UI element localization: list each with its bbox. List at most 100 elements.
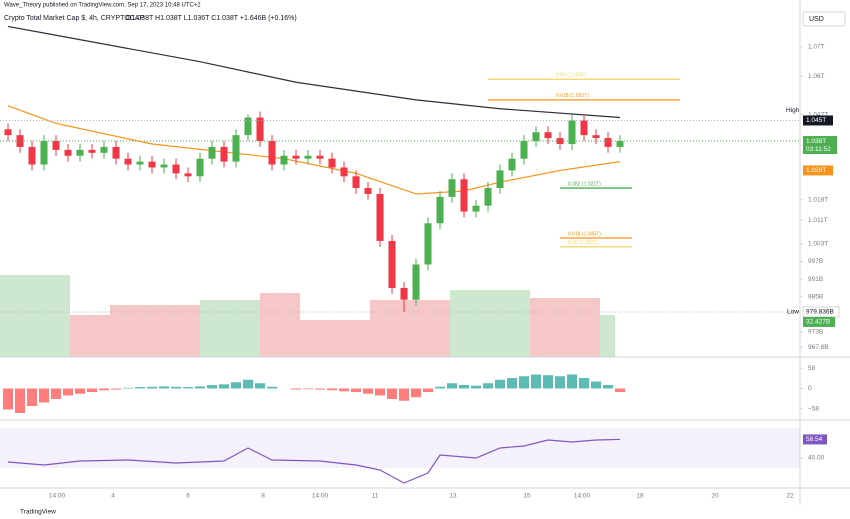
candle-body xyxy=(232,135,240,162)
countdown: 03:11:52 xyxy=(806,146,831,153)
macd-bar xyxy=(123,387,133,389)
cloud-shading xyxy=(0,275,615,357)
candle-body xyxy=(520,141,528,159)
rsi-band xyxy=(0,428,800,468)
macd-bar xyxy=(519,376,529,389)
candle-body xyxy=(184,173,192,177)
macd-bar xyxy=(315,388,325,390)
x-tick-label: 22 xyxy=(786,493,794,500)
cloud xyxy=(600,315,615,357)
candle-body xyxy=(448,179,456,197)
candle-body xyxy=(352,176,360,189)
macd-bar xyxy=(87,388,97,392)
fib-label: 0.65 (1.002T) xyxy=(568,240,598,246)
macd-bar xyxy=(39,388,49,403)
x-tick-label: 13 xyxy=(449,493,457,500)
candle-body xyxy=(328,158,336,168)
volume-badge xyxy=(803,316,835,327)
macd-bar xyxy=(591,381,601,389)
candle-body xyxy=(244,117,252,136)
macd-bar xyxy=(555,376,565,389)
high-badge xyxy=(803,115,833,126)
candle-body xyxy=(388,240,396,288)
y-tick-label: 997B xyxy=(808,258,823,265)
macd-bar xyxy=(291,388,301,390)
candle-body xyxy=(532,132,540,142)
ma-badge xyxy=(803,165,833,176)
cloud xyxy=(300,320,370,357)
candle-body xyxy=(472,205,480,212)
macd-bar xyxy=(99,388,109,391)
macd-bar xyxy=(423,388,433,392)
candle-body xyxy=(484,188,492,206)
macd-bar xyxy=(219,384,229,389)
macd-bar xyxy=(75,388,85,394)
low-value: 979.836B xyxy=(806,309,834,316)
macd-tick-label: 0 xyxy=(808,385,812,392)
macd-bar xyxy=(459,385,469,389)
candle-body xyxy=(136,161,144,165)
y-tick-label: 1.011T xyxy=(808,217,828,224)
candle-body xyxy=(592,135,600,139)
cloud xyxy=(110,305,200,357)
macd-bar xyxy=(579,378,589,389)
candle-body xyxy=(424,223,432,265)
author-line: Wave_Theory published on TradingView.com… xyxy=(4,3,201,9)
y-tick-label: 1.018T xyxy=(808,197,828,204)
y-tick-label: 985B xyxy=(808,293,823,300)
macd-bar xyxy=(195,386,205,389)
x-tick-label: 11 xyxy=(372,493,379,500)
candle-body xyxy=(496,170,504,189)
currency-button[interactable] xyxy=(802,11,846,27)
candle-body xyxy=(40,141,48,165)
cloud xyxy=(260,293,300,357)
candle-body xyxy=(604,138,612,147)
cloud xyxy=(0,275,70,357)
candle-body xyxy=(316,155,324,159)
macd-bar xyxy=(387,388,397,399)
candle-body xyxy=(508,158,516,171)
candle-body xyxy=(436,196,444,224)
candle-body xyxy=(196,158,204,177)
candle-body xyxy=(544,132,552,139)
y-tick-label: 967.8B xyxy=(808,344,829,351)
currency[interactable]: USD xyxy=(809,16,824,23)
macd-bar xyxy=(147,386,157,389)
macd-bar xyxy=(435,386,445,389)
rsi-value: 58.54 xyxy=(806,436,823,443)
ma-value: 1.028T xyxy=(806,167,826,174)
candle-body xyxy=(616,141,624,147)
candle-body xyxy=(280,155,288,165)
candle-body xyxy=(304,155,312,159)
candle-body xyxy=(292,155,300,159)
fib-label: 0.65 (1.059T) xyxy=(556,73,586,79)
last-value: 1.038T xyxy=(806,138,826,145)
candle-body xyxy=(28,146,36,165)
macd-tick-label: 58 xyxy=(808,365,816,372)
macd-bar xyxy=(483,383,493,389)
macd-bar xyxy=(51,388,61,399)
x-tick-label: 8 xyxy=(261,493,265,500)
macd-bar xyxy=(111,388,121,390)
x-tick-label: 6 xyxy=(186,493,190,500)
macd-bar xyxy=(171,386,181,389)
macd-bar xyxy=(183,387,193,389)
macd-bar xyxy=(135,387,145,389)
x-tick-label: 18 xyxy=(636,493,644,500)
last-badge xyxy=(803,136,837,155)
candle-body xyxy=(64,149,72,156)
macd-bar xyxy=(567,374,577,389)
macd-bar xyxy=(27,388,37,406)
x-tick-label: 14:00 xyxy=(312,493,329,500)
x-tick-label: 4 xyxy=(111,493,115,500)
macd-bar xyxy=(543,375,553,389)
macd-bar xyxy=(615,388,625,392)
candle-body xyxy=(400,287,408,300)
symbol-line: Crypto Total Market Cap $, 4h, CRYPTOCAP xyxy=(4,15,144,22)
high-label: High xyxy=(786,107,800,114)
macd-bar xyxy=(339,388,349,392)
candle-body xyxy=(112,146,120,159)
macd-bar xyxy=(303,388,313,390)
fib-label: 0.618 (1.052T) xyxy=(556,93,589,99)
